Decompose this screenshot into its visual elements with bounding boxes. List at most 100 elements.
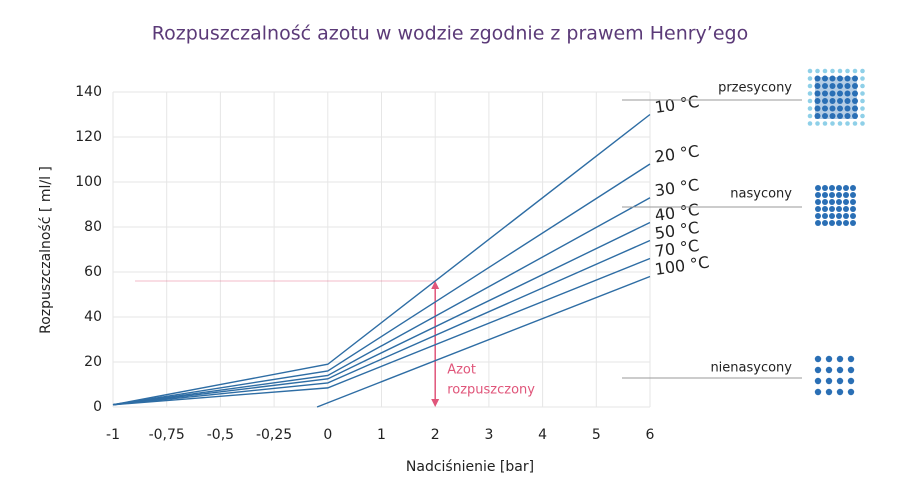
annotation-text: Azot <box>447 363 476 378</box>
y-tick-label: 100 <box>75 174 102 190</box>
icon-dot <box>860 91 865 96</box>
icon-dot <box>815 192 821 198</box>
x-tick-label: 0 <box>323 427 332 443</box>
icon-dot <box>843 199 849 205</box>
icon-dot <box>860 113 865 119</box>
icon-dot <box>822 185 828 191</box>
icon-dot <box>815 206 821 212</box>
icon-dot <box>815 121 820 126</box>
y-tick-label: 120 <box>75 129 102 145</box>
icon-dot <box>836 388 844 396</box>
x-tick-label: 2 <box>431 427 440 443</box>
icon-dot <box>829 220 835 226</box>
icon-dot <box>837 75 843 82</box>
y-axis-label: Rozpuszczalność [ ml/l ] <box>38 166 54 334</box>
icon-dot <box>844 98 851 104</box>
chart-title: Rozpuszczalność azotu w wodzie zgodnie z… <box>152 23 748 45</box>
icon-dot <box>843 213 849 219</box>
icon-dot <box>852 113 858 119</box>
icon-dot <box>837 121 843 126</box>
icon-dot <box>845 121 850 126</box>
arrow-head <box>431 281 440 289</box>
icon-dot <box>829 98 836 104</box>
icon-dot <box>807 106 813 111</box>
icon-dot <box>814 105 821 112</box>
series-line <box>112 197 651 406</box>
icon-dot <box>860 98 865 104</box>
icon-dot <box>822 113 828 119</box>
icon-dot <box>815 199 821 205</box>
icon-dot <box>807 113 813 119</box>
icon-dot <box>852 98 858 104</box>
icon-dot <box>807 98 813 104</box>
icon-dot <box>852 105 858 112</box>
icon-dot <box>814 377 822 385</box>
icon-dot <box>836 355 844 363</box>
icon-dot <box>829 192 835 198</box>
icon-dot <box>850 220 856 226</box>
icon-dot <box>836 192 842 198</box>
y-tick-label: 140 <box>75 84 102 100</box>
icon-dot <box>836 213 842 219</box>
icon-dot <box>860 68 865 74</box>
arrow-head <box>431 399 440 407</box>
icon-dot <box>836 185 842 191</box>
icon-dot <box>850 213 856 219</box>
icon-dot <box>843 192 849 198</box>
x-tick-label: 1 <box>377 427 386 443</box>
icon-dot <box>822 75 828 82</box>
icon-dot <box>829 113 836 119</box>
y-tick-label: 20 <box>84 354 102 370</box>
icon-dot <box>836 220 842 226</box>
icon-dot <box>825 355 833 363</box>
icon-dot <box>837 113 843 119</box>
series-line <box>112 113 651 406</box>
icon-dot <box>847 388 855 396</box>
icon-dot <box>825 388 833 396</box>
icon-dot <box>822 213 828 219</box>
icon-dot <box>814 388 822 396</box>
series-line <box>316 275 651 408</box>
icon-dot <box>822 206 828 212</box>
icon-dot <box>822 220 828 226</box>
icon-dot <box>844 113 851 119</box>
icon-dot <box>860 121 865 126</box>
icon-dot <box>822 199 828 205</box>
icon-dot <box>822 68 828 74</box>
icon-dot <box>850 199 856 205</box>
icon-dot <box>829 185 835 191</box>
state-label: przesycony <box>718 81 792 96</box>
icon-dot <box>807 91 813 96</box>
icon-dot <box>860 83 865 89</box>
y-tick-label: 40 <box>84 309 102 325</box>
icon-dot <box>814 113 821 119</box>
icon-dot <box>822 121 828 126</box>
icon-dot <box>815 213 821 219</box>
icon-dot <box>860 76 865 81</box>
icon-dot <box>814 83 821 89</box>
series-line <box>112 221 651 406</box>
icon-dot <box>836 377 844 385</box>
icon-dot <box>807 83 813 89</box>
icon-dot <box>814 355 822 363</box>
icon-dot <box>822 98 828 104</box>
icon-dot <box>852 68 858 74</box>
x-tick-label: -0,25 <box>256 427 292 443</box>
icon-dot <box>847 355 855 363</box>
x-tick-label: -0,75 <box>149 427 185 443</box>
series-label: 20 °C <box>654 141 701 166</box>
icon-dot <box>814 75 821 82</box>
y-tick-label: 0 <box>93 399 102 415</box>
icon-dot <box>852 83 858 89</box>
icon-dot <box>815 185 821 191</box>
icon-dot <box>830 68 835 74</box>
series-line <box>112 163 651 406</box>
icon-dot <box>847 366 855 374</box>
icon-dot <box>860 106 865 111</box>
annotation-text: rozpuszczony <box>447 383 535 398</box>
series-line <box>112 239 651 406</box>
x-tick-label: 4 <box>538 427 547 443</box>
state-icons <box>807 68 865 396</box>
icon-dot <box>837 83 843 89</box>
icon-dot <box>852 90 858 97</box>
